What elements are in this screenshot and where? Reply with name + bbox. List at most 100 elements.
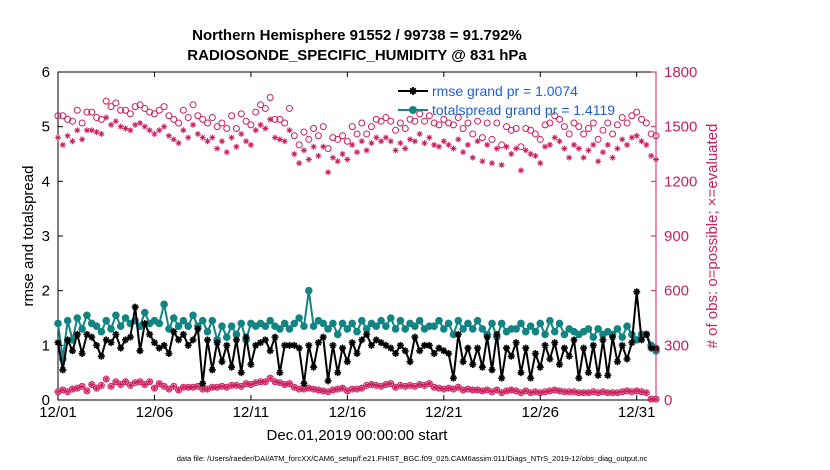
totalspread-point (618, 333, 627, 341)
obs-count-circle (449, 385, 457, 393)
obs-count-star (460, 387, 466, 393)
obs-count-circle (589, 388, 597, 396)
obs-count-star (243, 381, 249, 387)
obs-count-circle (372, 381, 380, 389)
obs-evaluated-point (165, 132, 172, 139)
obs-count-circle (367, 381, 375, 389)
obs-count-star (412, 383, 418, 389)
obs-possible-point (613, 121, 621, 129)
rmse-point (170, 328, 178, 336)
obs-possible-point (536, 135, 544, 143)
rmse-point (160, 341, 168, 349)
obs-evaluated-point (69, 138, 76, 145)
obs-evaluated-point (522, 147, 529, 154)
obs-count-star (552, 387, 558, 393)
obs-possible-point (580, 130, 588, 138)
obs-count-circle (88, 381, 96, 389)
obs-possible-point (189, 101, 197, 109)
rmse-point (237, 369, 245, 377)
totalspread-point (97, 327, 106, 336)
obs-evaluated-point (204, 138, 211, 145)
obs-count-star (79, 383, 85, 389)
obs-evaluated-point (334, 158, 341, 165)
obs-possible-point (503, 123, 510, 131)
obs-possible-point (474, 117, 482, 125)
obs-possible-point (392, 126, 400, 134)
obs-count-star (393, 384, 399, 390)
obs-possible-point (257, 101, 265, 109)
obs-count-circle (218, 382, 226, 390)
rmse-point (560, 344, 568, 352)
obs-count-circle (324, 388, 332, 396)
obs-possible-point (68, 117, 76, 125)
totalspread-point (440, 325, 448, 333)
obs-count-star (364, 382, 370, 388)
totalspread-point (401, 325, 410, 333)
rmse-point (551, 339, 559, 347)
rmse-point (343, 358, 351, 366)
totalspread-point (78, 325, 86, 333)
rmse-point (150, 339, 158, 347)
rmse-point (266, 347, 274, 355)
obs-count-circle (290, 383, 298, 391)
rmse-point (232, 336, 240, 344)
obs-count-star (311, 386, 317, 392)
obs-evaluated-point (108, 121, 115, 128)
obs-evaluated-point (112, 118, 119, 125)
obs-evaluated-point (498, 161, 505, 168)
chart-subtitle: RADIOSONDE_SPECIFIC_HUMIDITY @ 831 hPa (187, 47, 527, 64)
obs-count-circle (531, 388, 539, 396)
obs-evaluated-point (648, 152, 655, 159)
obs-possible-point (377, 117, 385, 125)
obs-possible-point (170, 115, 178, 123)
totalspread-point (468, 325, 477, 333)
rmse-point (213, 339, 221, 347)
obs-possible-point (73, 106, 81, 114)
y-axis-label: rmse and totalspread (20, 166, 37, 307)
obs-count-star (65, 389, 71, 395)
obs-count-circle (68, 385, 76, 393)
obs-possible-point (88, 108, 96, 116)
obs-evaluated-point (604, 141, 611, 148)
totalspread-point (304, 286, 313, 295)
obs-count-star (238, 383, 244, 389)
obs-count-star (166, 386, 172, 392)
x-tick-label: 12/21 (425, 404, 463, 421)
obs-evaluated-point (74, 127, 81, 134)
obs-count-star (368, 382, 374, 388)
totalspread-point (222, 333, 231, 341)
totalspread-point (319, 319, 328, 328)
obs-possible-point (459, 124, 467, 132)
obs-possible-point (464, 119, 472, 127)
totalspread-point (546, 316, 554, 325)
obs-count-star (585, 390, 591, 396)
obs-count-star (402, 383, 408, 389)
obs-evaluated-point (161, 123, 168, 130)
obs-evaluated-point (421, 140, 428, 147)
obs-possible-point (208, 114, 216, 122)
totalspread-point (396, 316, 405, 325)
totalspread-point (623, 322, 631, 331)
obs-evaluated-point (537, 160, 544, 167)
obs-possible-point (165, 112, 173, 120)
rmse-point (102, 336, 110, 344)
legend-rmse-label: rmse grand pr = 1.0074 (432, 83, 578, 99)
obs-count-circle (411, 382, 419, 390)
rmse-point (642, 330, 650, 338)
obs-evaluated-point (320, 143, 327, 150)
obs-possible-point (541, 121, 549, 129)
obs-possible-point (218, 119, 226, 127)
totalspread-point (391, 325, 400, 333)
obs-evaluated-point (117, 123, 124, 130)
totalspread-point (290, 319, 299, 328)
rmse-point (122, 336, 130, 344)
obs-count-circle (83, 387, 91, 395)
legend-spread-label: totalspread grand pr = 1.4119 (432, 102, 615, 118)
rmse-point (613, 358, 621, 366)
obs-evaluated-point (619, 136, 626, 143)
obs-possible-point (353, 130, 361, 138)
obs-count-circle (584, 389, 592, 397)
obs-count-star (335, 386, 341, 392)
totalspread-point (121, 314, 130, 322)
rmse-point (647, 344, 655, 352)
